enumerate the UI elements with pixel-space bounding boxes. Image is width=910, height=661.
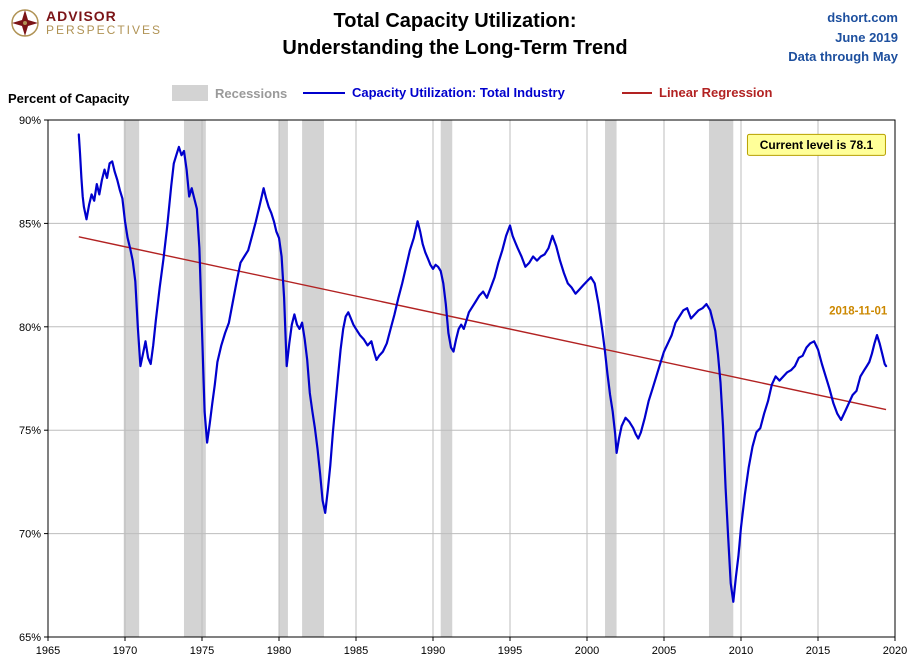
recession-band [123, 120, 140, 637]
recession-swatch [172, 85, 208, 101]
source-date: June 2019 [835, 29, 898, 45]
x-tick-label: 1980 [267, 645, 291, 657]
compass-logo-icon [11, 9, 39, 37]
y-tick-label: 75% [19, 425, 41, 437]
recession-band [279, 120, 288, 637]
legend-linear-regression: Linear Regression [622, 85, 772, 100]
y-tick-label: 90% [19, 115, 41, 127]
legend-regression-label: Linear Regression [659, 85, 773, 100]
x-tick-label: 1975 [190, 645, 214, 657]
recession-band [605, 120, 617, 637]
x-tick-label: 2020 [883, 645, 907, 657]
series-line-swatch [303, 91, 345, 94]
recession-band [440, 120, 453, 637]
y-tick-label: 85% [19, 218, 41, 230]
source-info: dshort.com June 2019 Data through May [788, 8, 898, 67]
regression-line-swatch [622, 91, 652, 94]
y-tick-label: 70% [19, 529, 41, 541]
x-tick-label: 1985 [344, 645, 368, 657]
x-axis-labels: 1965 1970 1975 1980 1985 1990 1995 2000 2005 2010… [36, 637, 907, 657]
capacity-series-line [77, 133, 888, 603]
callout-box [746, 133, 886, 156]
x-tick-label: 1970 [113, 645, 137, 657]
x-tick-label: 1990 [421, 645, 445, 657]
x-tick-label: 2005 [652, 645, 676, 657]
legend-recessions: Recessions [172, 85, 287, 101]
plot-border [47, 119, 896, 638]
peak-date-label: 2018-11-01 [829, 305, 888, 317]
recession-band [302, 120, 324, 637]
title-line2: Understanding the Long-Term Trend [282, 37, 628, 59]
x-tick-label: 2010 [729, 645, 753, 657]
gridlines [48, 120, 895, 637]
current-level-callout: Current level is 78.1 [746, 133, 886, 156]
logo-line1: ADVISOR [46, 8, 117, 25]
y-axis-title: Percent of Capacity [8, 91, 130, 106]
y-tick-label: 65% [19, 632, 41, 644]
logo-line2: PERSPECTIVES [46, 23, 163, 38]
regression-line [78, 236, 887, 411]
y-axis-labels: 65% 70% 75% 80% 85% 90% [19, 115, 48, 644]
capacity-utilization-chart: 1965 1970 1975 1980 1985 1990 1995 2000 2005 2010… [19, 115, 907, 657]
legend-capacity-series: Capacity Utilization: Total Industry [303, 85, 565, 100]
page-title: Total Capacity Utilization: Understandin… [195, 8, 715, 62]
x-tick-label: 1995 [498, 645, 522, 657]
legend-recessions-label: Recessions [215, 85, 288, 101]
source-note: Data through May [788, 49, 898, 64]
legend-series-label: Capacity Utilization: Total Industry [352, 85, 565, 100]
logo-text: ADVISOR PERSPECTIVES [46, 9, 162, 36]
source-site: dshort.com [827, 10, 898, 25]
advisor-perspectives-logo: ADVISOR PERSPECTIVES [10, 8, 162, 38]
y-tick-label: 80% [19, 322, 41, 334]
title-line1: Total Capacity Utilization: [333, 10, 577, 32]
x-tick-label: 2000 [575, 645, 599, 657]
callout-text: Current level is 78.1 [760, 138, 874, 152]
x-tick-label: 2015 [806, 645, 830, 657]
x-tick-label: 1965 [36, 645, 60, 657]
